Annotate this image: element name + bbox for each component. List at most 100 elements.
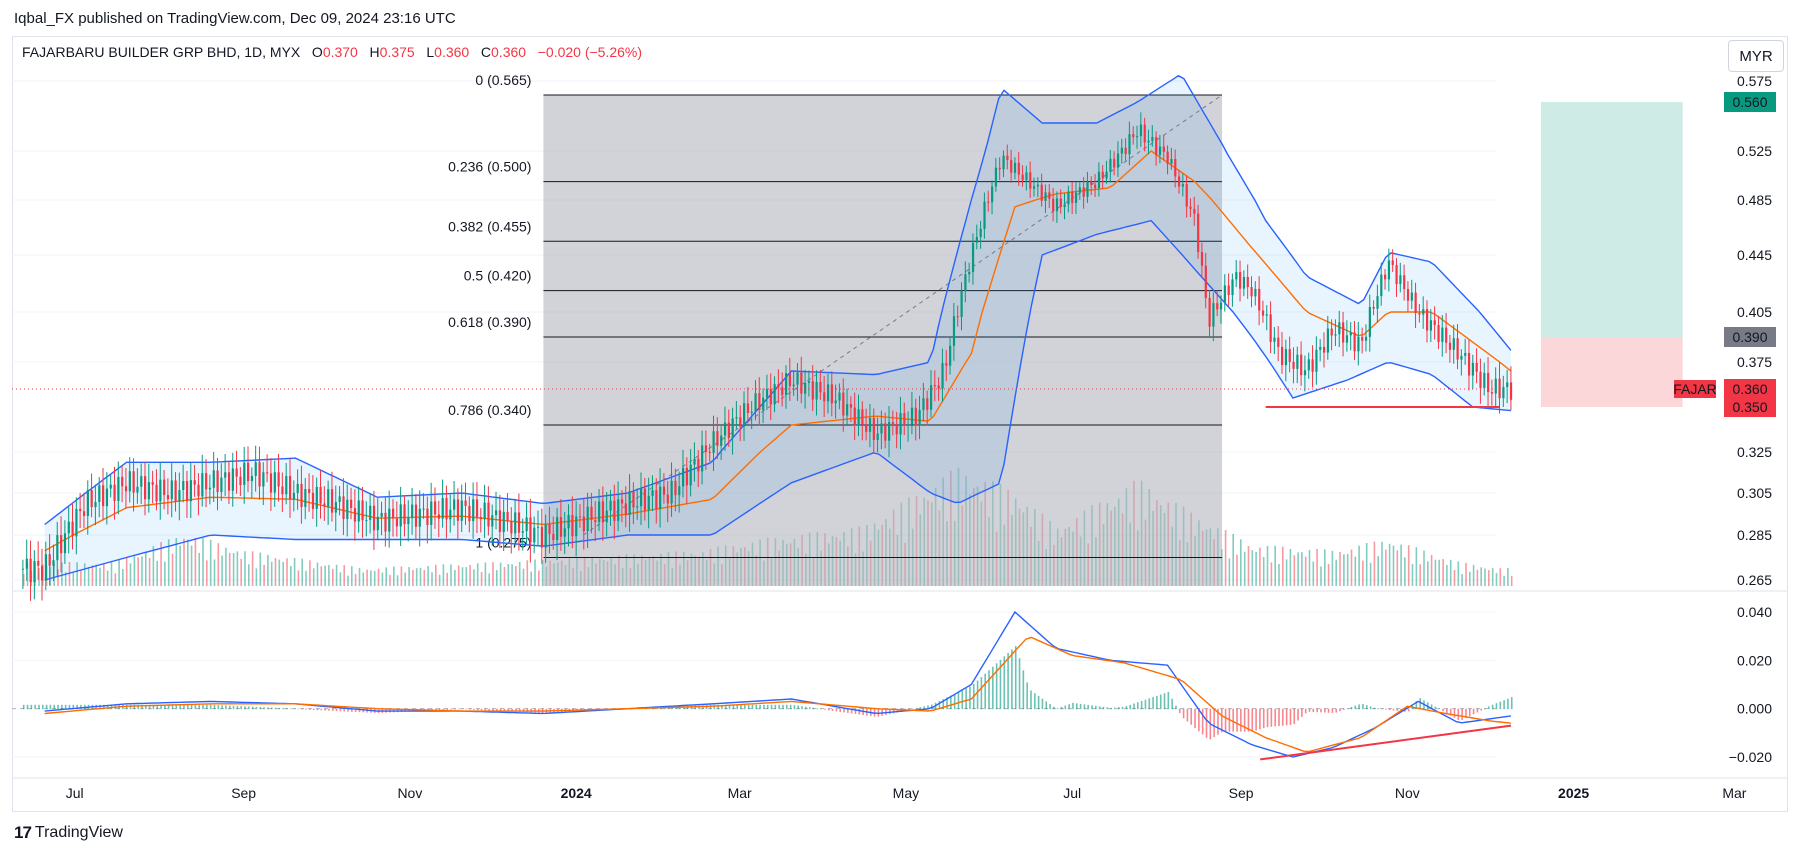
macd-histogram-bar	[305, 708, 307, 710]
volume-bar	[408, 567, 410, 586]
candle-body	[743, 403, 746, 427]
candle-body	[475, 499, 479, 518]
candle-body	[266, 472, 269, 474]
candle-body	[1300, 354, 1303, 376]
macd-histogram-bar	[518, 708, 521, 712]
candle-body	[784, 373, 788, 396]
volume-bar	[167, 539, 170, 586]
macd-axis-tick: 0.000	[1737, 701, 1772, 717]
candle-body	[197, 484, 200, 497]
candle-body	[529, 517, 532, 543]
candle-body	[1113, 158, 1116, 168]
currency-button[interactable]: MYR	[1728, 40, 1784, 72]
macd-histogram-bar	[1297, 708, 1299, 721]
candle-body	[1109, 158, 1112, 172]
candle-body	[769, 388, 772, 405]
candle-body	[849, 404, 853, 408]
macd-histogram-bar	[1030, 690, 1032, 710]
candle-body	[1242, 276, 1246, 289]
macd-histogram-bar	[976, 680, 979, 710]
candle-body	[1479, 371, 1482, 388]
macd-histogram-bar	[946, 697, 948, 710]
macd-histogram-bar	[22, 704, 25, 710]
volume-bar	[354, 574, 357, 586]
candle-body	[441, 498, 444, 519]
volume-bar	[1232, 533, 1234, 586]
candle-body	[1483, 372, 1486, 388]
candle-body	[899, 413, 902, 435]
position-stop-zone[interactable]	[1540, 337, 1683, 407]
macd-histogram-bar	[1121, 706, 1124, 710]
candle-body	[1048, 192, 1051, 199]
macd-histogram-bar	[351, 708, 353, 712]
candle-body	[891, 422, 895, 424]
macd-histogram-bar	[1220, 708, 1223, 733]
macd-histogram-bar	[911, 708, 914, 710]
macd-histogram-bar	[358, 708, 361, 713]
candle-body	[269, 473, 273, 493]
candle-body	[388, 508, 391, 532]
volume-bar	[526, 560, 529, 586]
macd-histogram-bar	[1449, 708, 1452, 716]
candle-body	[75, 508, 78, 537]
volume-bar	[213, 559, 216, 586]
candle-body	[1506, 382, 1509, 387]
candle-body	[1353, 332, 1356, 352]
candle-body	[231, 468, 234, 491]
candle-body	[132, 471, 135, 493]
footer-brand[interactable]: 17 TradingView	[14, 823, 123, 843]
macd-histogram-bar	[488, 708, 490, 711]
candle-body	[1239, 272, 1242, 289]
volume-bar	[202, 538, 204, 586]
volume-bar	[538, 570, 540, 586]
volume-bar	[255, 568, 258, 586]
fibonacci-level-label: 0.5 (0.420)	[464, 268, 532, 284]
candle-body	[220, 477, 223, 492]
volume-bar	[1388, 543, 1391, 586]
position-target-zone[interactable]	[1540, 102, 1683, 337]
candle-body	[865, 424, 868, 432]
candle-body	[937, 385, 940, 389]
candle-body	[1151, 137, 1154, 141]
candle-body	[468, 505, 471, 522]
volume-bar	[1469, 571, 1471, 586]
volume-bar	[1476, 569, 1479, 586]
macd-histogram-bar	[797, 705, 800, 710]
macd-histogram-bar	[198, 704, 201, 710]
symbol-tag: FAJAR	[1673, 381, 1717, 397]
macd-histogram-bar	[755, 704, 758, 710]
macd-histogram-bar	[1053, 706, 1055, 710]
macd-histogram-bar	[324, 708, 326, 711]
candle-body	[1261, 310, 1265, 316]
candle-body	[731, 418, 734, 439]
volume-bar	[1312, 561, 1315, 586]
macd-histogram-bar	[839, 708, 842, 712]
macd-histogram-bar	[209, 704, 212, 710]
macd-histogram-bar	[698, 705, 700, 710]
volume-bar	[1327, 564, 1330, 586]
volume-bar	[1293, 555, 1296, 586]
macd-histogram-bar	[1308, 708, 1311, 712]
candle-body	[628, 491, 631, 516]
candle-body	[1284, 349, 1288, 366]
candle-body	[979, 228, 982, 237]
volume-bar	[57, 569, 59, 586]
candle-body	[1433, 320, 1436, 326]
volume-bar	[1308, 550, 1311, 586]
candle-body	[319, 487, 322, 504]
candle-body	[170, 480, 173, 500]
volume-bar	[1434, 559, 1437, 586]
macd-histogram-bar	[1194, 708, 1196, 729]
macd-histogram-bar	[274, 707, 277, 710]
volume-bar	[267, 554, 269, 586]
candle-body	[285, 476, 288, 495]
candle-body	[1132, 134, 1135, 138]
candle-body	[1094, 184, 1097, 189]
volume-bar	[400, 566, 403, 586]
volume-bar	[1488, 570, 1490, 586]
volume-bar	[1453, 570, 1456, 586]
candle-body	[548, 523, 551, 534]
macd-line	[44, 610, 1512, 758]
macd-histogram-bar	[499, 708, 502, 711]
